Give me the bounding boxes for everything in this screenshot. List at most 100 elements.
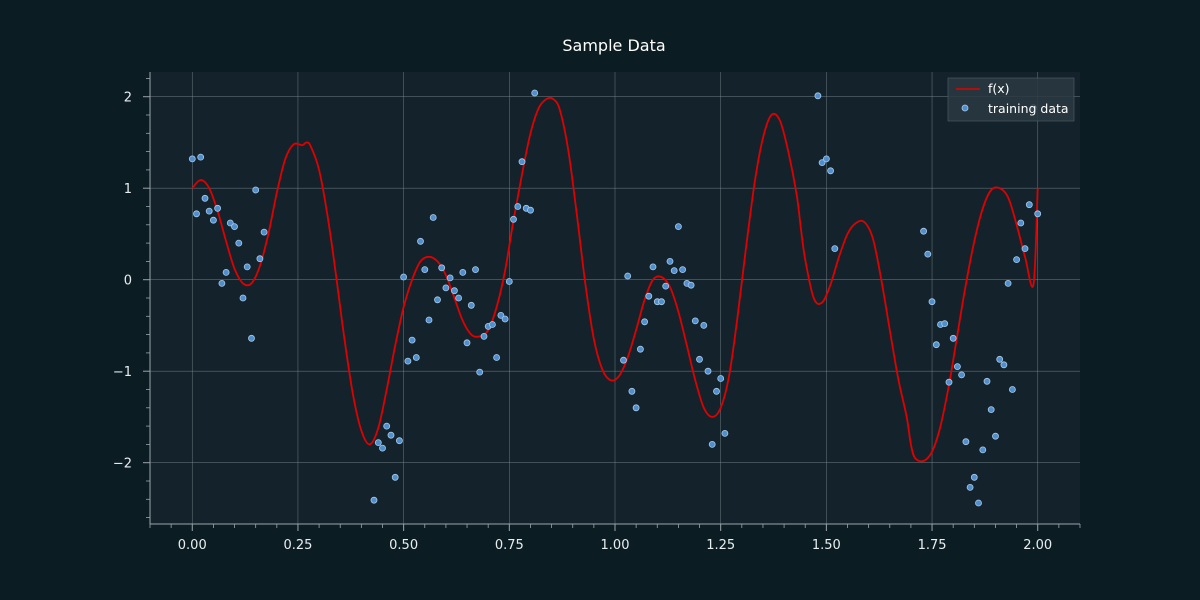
data-point	[670, 267, 678, 275]
data-point	[226, 219, 234, 227]
data-point	[1021, 245, 1029, 253]
data-point	[260, 228, 268, 236]
legend-label-fx: f(x)	[988, 81, 1010, 96]
data-point	[455, 294, 463, 302]
x-tick-label: 1.00	[601, 538, 630, 553]
data-point	[434, 296, 441, 304]
data-point	[497, 311, 505, 319]
data-point	[193, 210, 200, 218]
data-point	[1017, 219, 1025, 227]
data-point	[408, 336, 416, 344]
data-point	[708, 440, 716, 448]
x-tick-label: 0.75	[495, 538, 524, 553]
data-point	[387, 431, 395, 439]
data-point	[450, 287, 458, 295]
data-point	[1009, 386, 1016, 393]
data-point	[662, 282, 670, 290]
data-point	[510, 215, 517, 223]
data-point	[704, 367, 712, 375]
data-point	[962, 438, 970, 446]
data-point	[941, 320, 949, 328]
data-point	[949, 334, 957, 342]
legend-label-training-data: training data	[988, 101, 1069, 116]
data-point	[696, 355, 703, 363]
data-point	[924, 250, 932, 258]
data-point	[421, 266, 429, 274]
data-point	[1013, 256, 1020, 264]
data-point	[205, 207, 213, 215]
data-point	[679, 266, 686, 274]
data-point	[370, 496, 378, 504]
data-point	[412, 354, 420, 361]
legend-box	[947, 77, 1075, 122]
data-point	[620, 356, 627, 364]
data-point	[713, 387, 720, 395]
data-point	[480, 332, 488, 340]
data-point	[531, 89, 539, 97]
data-point	[425, 316, 433, 324]
data-point	[818, 159, 826, 167]
data-point	[979, 446, 987, 454]
data-point	[641, 318, 648, 326]
data-point	[383, 422, 391, 430]
data-point	[691, 317, 699, 325]
data-point	[987, 406, 995, 414]
data-point	[518, 158, 526, 166]
data-point	[823, 155, 830, 163]
ticks: 0.00 0.25 0.50 0.75 1.00 1.25 1.50 1.75 2.00 −2 −1…	[113, 78, 1081, 553]
x-tick-label: 1.25	[706, 538, 735, 553]
x-tick-label: 1.75	[918, 538, 947, 553]
data-point	[438, 264, 446, 272]
data-point	[975, 499, 982, 507]
data-point	[218, 279, 226, 287]
x-tick-label: 2.00	[1023, 538, 1052, 553]
data-point	[239, 294, 247, 302]
data-point	[966, 483, 974, 491]
y-tick-label: 0	[124, 274, 132, 289]
data-point	[992, 432, 999, 440]
data-point	[231, 223, 238, 231]
data-point	[920, 227, 927, 235]
data-point	[928, 298, 936, 306]
data-point	[374, 439, 382, 447]
data-point	[501, 315, 509, 323]
data-point	[252, 186, 260, 194]
data-point	[400, 273, 408, 281]
data-point	[391, 473, 399, 481]
chart-title: Sample Data	[562, 36, 665, 55]
data-point	[645, 292, 653, 300]
data-point	[442, 284, 450, 292]
data-point	[958, 371, 965, 379]
data-point	[658, 298, 665, 306]
data-point	[717, 375, 725, 382]
data-point	[831, 245, 839, 253]
data-point	[1004, 279, 1012, 287]
data-point	[243, 263, 251, 271]
legend-marker-swatch	[961, 104, 969, 112]
data-point	[932, 341, 940, 349]
grid	[150, 72, 1080, 524]
data-point	[675, 223, 682, 231]
data-point	[649, 263, 657, 271]
data-point	[235, 239, 243, 247]
line-layer	[191, 96, 1039, 463]
data-point	[188, 155, 196, 163]
data-point	[505, 278, 513, 285]
y-tick-label: 1	[124, 182, 132, 197]
data-point	[624, 272, 632, 280]
data-point	[666, 257, 674, 265]
x-tick-label: 1.50	[812, 538, 841, 553]
data-point	[970, 473, 978, 481]
data-point	[687, 281, 695, 289]
x-tick-label: 0.00	[178, 538, 207, 553]
data-point	[256, 255, 264, 263]
y-tick-label: −2	[113, 457, 132, 472]
data-point	[214, 204, 222, 212]
data-point	[488, 321, 496, 328]
legend: f(x) training data	[947, 77, 1075, 122]
data-point	[721, 429, 729, 437]
data-point	[1034, 210, 1042, 218]
data-point	[379, 444, 386, 452]
data-point	[476, 368, 484, 376]
data-point	[197, 153, 205, 161]
